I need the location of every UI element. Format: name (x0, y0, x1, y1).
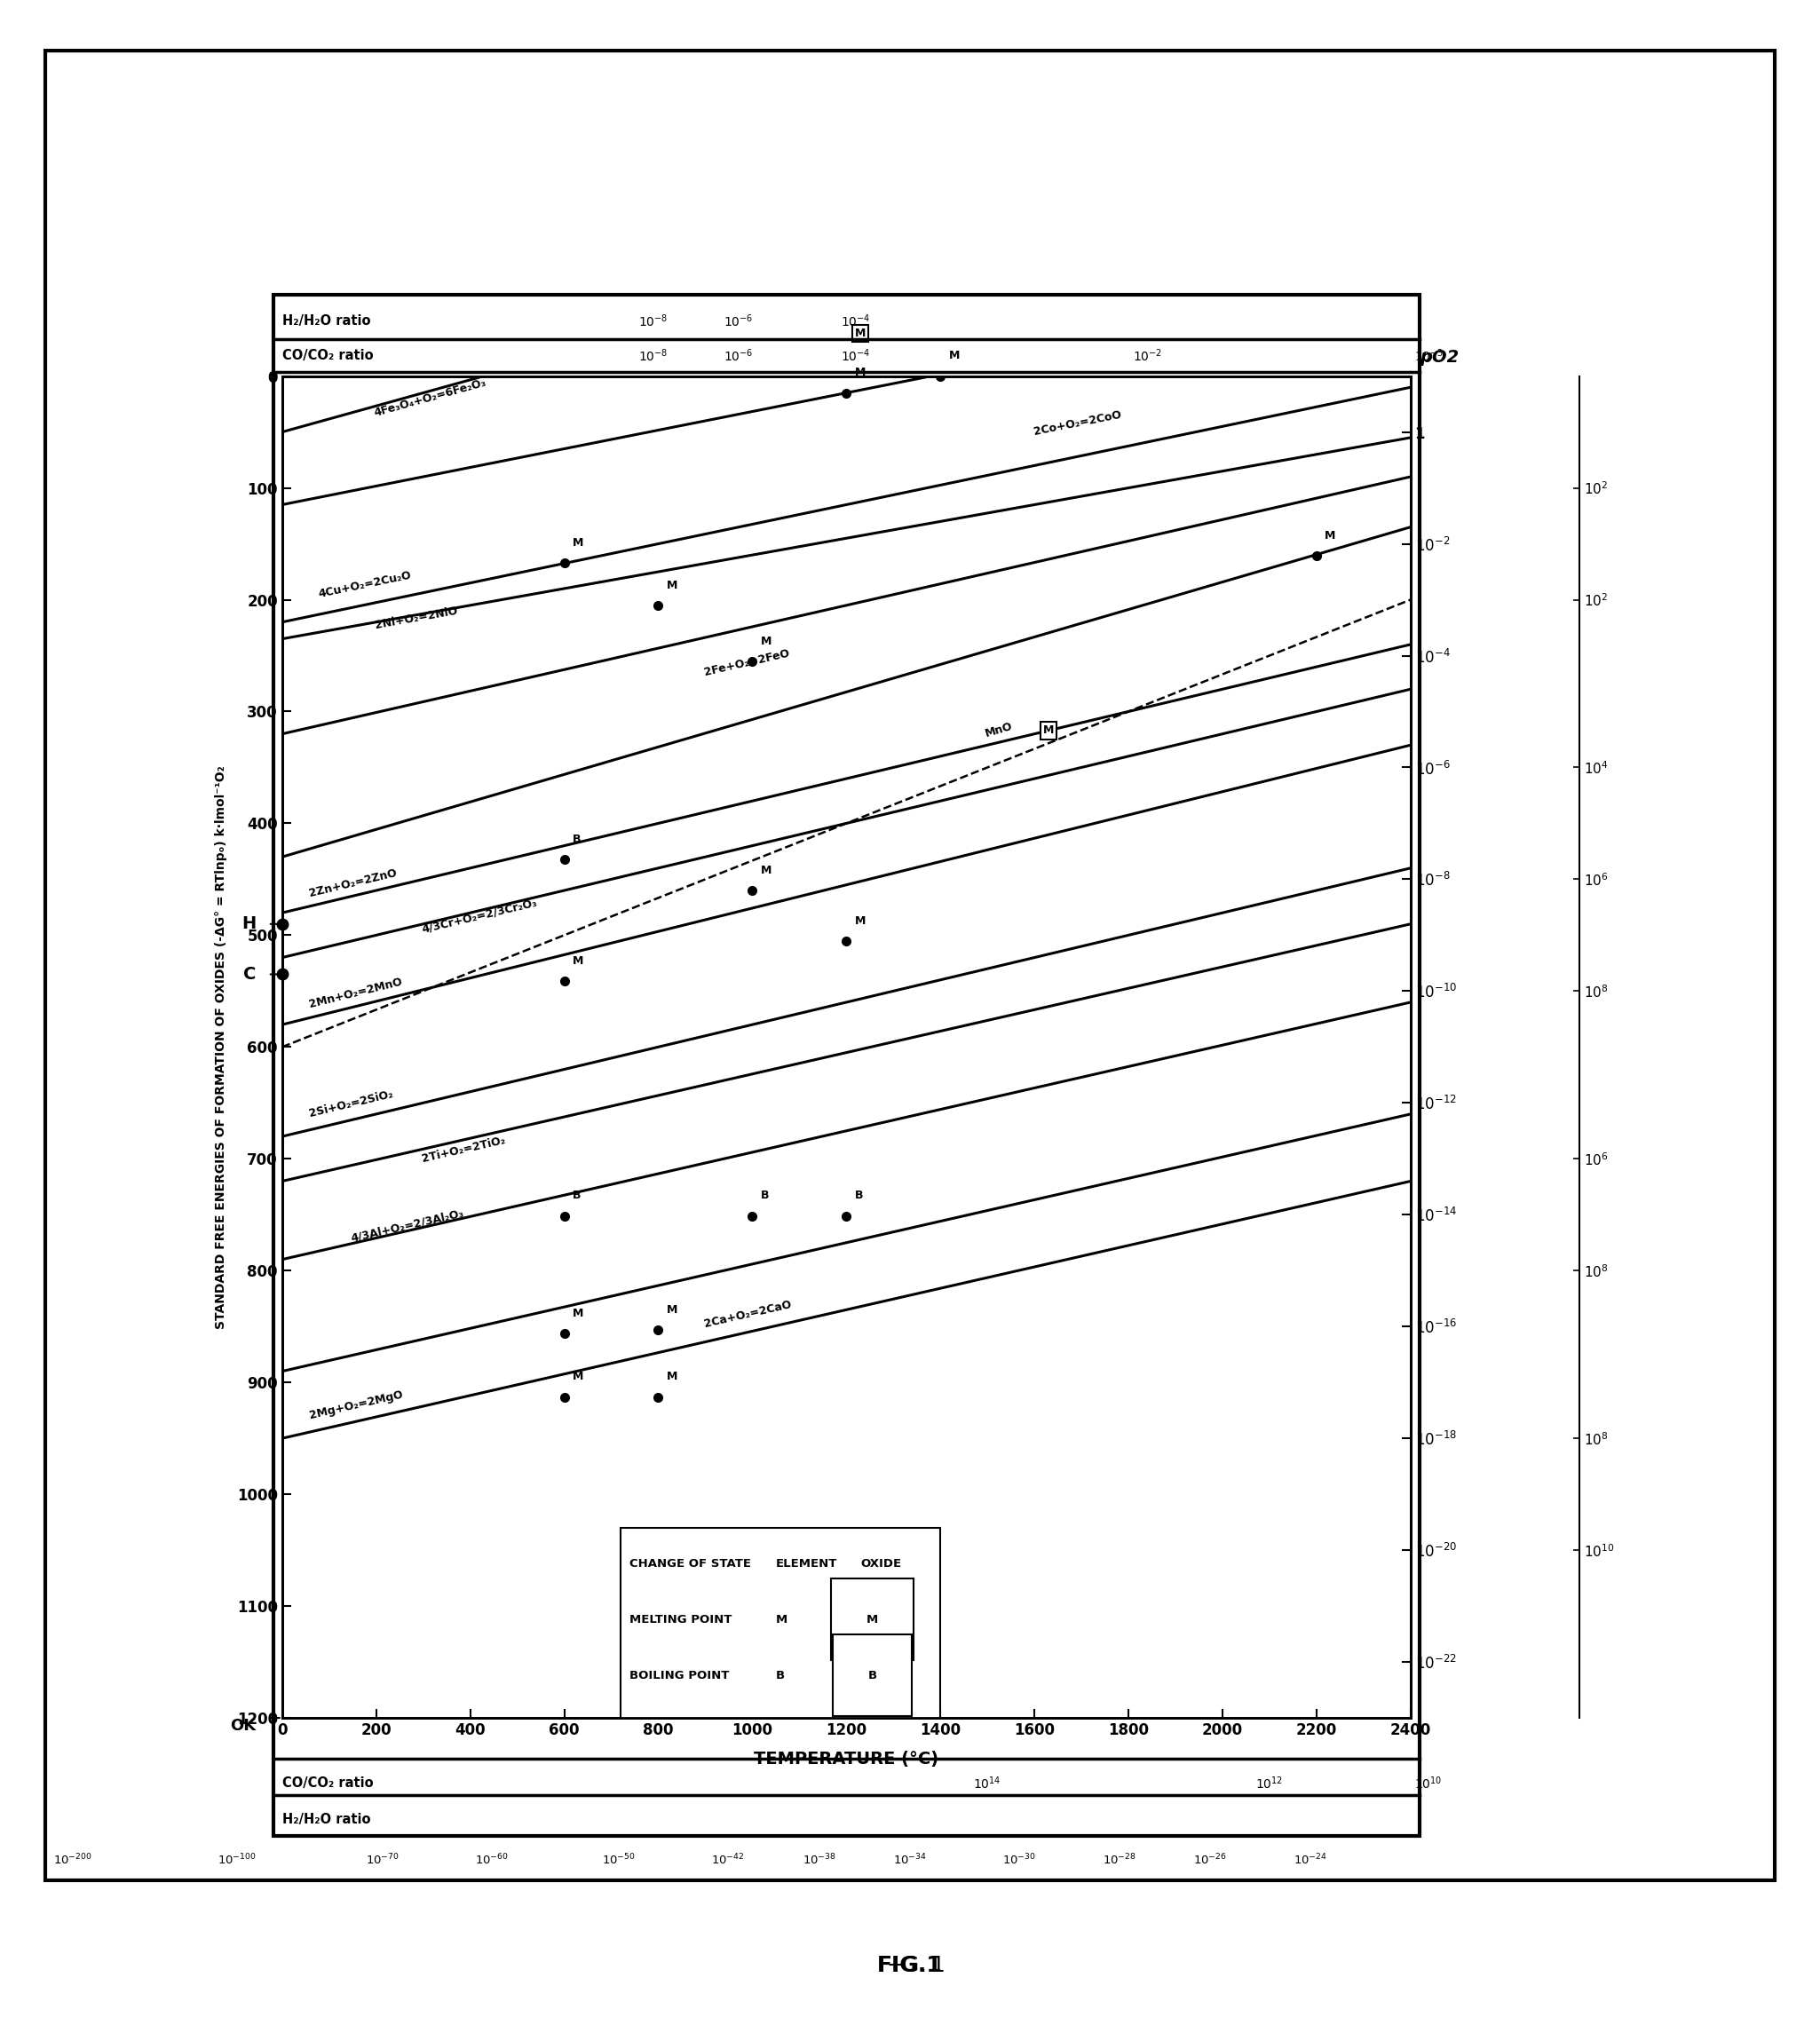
Text: $10^{-50}$: $10^{-50}$ (602, 1852, 635, 1868)
Text: M: M (666, 1370, 677, 1382)
Text: $10^{-200}$: $10^{-200}$ (53, 1852, 93, 1868)
Text: $\mathsf{F\!\!-\!\!G.1}$: $\mathsf{F\!\!-\!\!G.1}$ (875, 1956, 945, 1976)
Text: M: M (855, 327, 866, 340)
Text: $10^{-24}$: $10^{-24}$ (1294, 1852, 1327, 1868)
Text: 4Fe₃O₄+O₂=6Fe₂O₃: 4Fe₃O₄+O₂=6Fe₂O₃ (373, 376, 488, 419)
Text: M: M (761, 864, 772, 876)
Text: $10^{14}$: $10^{14}$ (974, 1775, 1001, 1791)
Text: $10^{-8}$: $10^{-8}$ (639, 348, 668, 364)
Text: $10^{-4}$: $10^{-4}$ (841, 348, 870, 364)
Text: B: B (855, 1189, 863, 1202)
Text: $10^{-38}$: $10^{-38}$ (803, 1852, 835, 1868)
Text: B: B (775, 1669, 784, 1681)
Text: CO/CO₂ ratio: CO/CO₂ ratio (282, 350, 373, 362)
Text: M: M (573, 1307, 584, 1319)
Text: M: M (1043, 726, 1054, 736)
Text: M: M (761, 636, 772, 646)
Text: B: B (573, 1189, 581, 1202)
Text: M: M (948, 350, 959, 362)
Text: $10^{-6}$: $10^{-6}$ (723, 313, 753, 329)
Text: MELTING POINT: MELTING POINT (630, 1614, 732, 1624)
Text: 2Ca+O₂=2CaO: 2Ca+O₂=2CaO (703, 1299, 792, 1330)
Text: CHANGE OF STATE: CHANGE OF STATE (630, 1557, 750, 1569)
Text: 2Co+O₂=2CoO: 2Co+O₂=2CoO (1032, 409, 1121, 437)
Text: OXIDE: OXIDE (861, 1557, 901, 1569)
Y-axis label: STANDARD FREE ENERGIES OF FORMATION OF OXIDES (-ΔG° = RTlnpₒ) k·lmol⁻¹O₂: STANDARD FREE ENERGIES OF FORMATION OF O… (215, 764, 228, 1330)
Text: 2Mg+O₂=2MgO: 2Mg+O₂=2MgO (308, 1389, 404, 1421)
Text: M: M (666, 1303, 677, 1315)
Text: 2Fe+O₂=2FeO: 2Fe+O₂=2FeO (703, 646, 790, 677)
Text: $10^{-70}$: $10^{-70}$ (366, 1852, 399, 1868)
Text: H: H (242, 915, 257, 933)
Bar (621, 1529, 941, 1746)
Text: $10^{-100}$: $10^{-100}$ (217, 1852, 257, 1868)
Text: ELEMENT: ELEMENT (775, 1557, 837, 1569)
Text: $10^{-2}$: $10^{-2}$ (1132, 348, 1161, 364)
Text: M: M (573, 956, 584, 966)
Text: $10^{-8}$: $10^{-8}$ (639, 313, 668, 329)
Text: M: M (866, 1614, 877, 1624)
Text: $10^{-28}$: $10^{-28}$ (1103, 1852, 1136, 1868)
Text: 4Cu+O₂=2Cu₂O: 4Cu+O₂=2Cu₂O (317, 569, 413, 600)
Text: $10^{-60}$: $10^{-60}$ (475, 1852, 508, 1868)
Text: 4/3Cr+O₂=2/3Cr₂O₃: 4/3Cr+O₂=2/3Cr₂O₃ (420, 897, 539, 935)
Text: $10^{-42}$: $10^{-42}$ (712, 1852, 744, 1868)
Text: CO/CO₂ ratio: CO/CO₂ ratio (282, 1777, 373, 1789)
Text: H₂/H₂O ratio: H₂/H₂O ratio (282, 1813, 371, 1826)
Text: B: B (868, 1669, 877, 1681)
Text: $10^{-3}$: $10^{-3}$ (1414, 348, 1443, 364)
Text: MnO: MnO (985, 720, 1014, 740)
Text: H₂/H₂O ratio: H₂/H₂O ratio (282, 315, 371, 327)
Text: 2Mn+O₂=2MnO: 2Mn+O₂=2MnO (308, 976, 404, 1010)
Text: $10^{10}$: $10^{10}$ (1414, 1775, 1441, 1791)
Text: M: M (775, 1614, 788, 1624)
Text: M: M (666, 579, 677, 592)
Text: OK: OK (231, 1718, 257, 1734)
Text: B: B (573, 834, 581, 846)
Text: $10^{-26}$: $10^{-26}$ (1194, 1852, 1227, 1868)
Text: BOILING POINT: BOILING POINT (630, 1669, 728, 1681)
Text: M: M (573, 537, 584, 549)
Text: 2Ni+O₂=2NiO: 2Ni+O₂=2NiO (375, 606, 459, 630)
Text: pO2: pO2 (1420, 350, 1460, 366)
Text: 4/3Al+O₂=2/3Al₂O₃: 4/3Al+O₂=2/3Al₂O₃ (349, 1208, 466, 1244)
Text: M: M (1325, 531, 1336, 541)
Text: C: C (244, 966, 257, 982)
Text: M: M (855, 368, 866, 378)
Text: M: M (573, 1370, 584, 1382)
Text: $10^{-6}$: $10^{-6}$ (723, 348, 753, 364)
Text: $10^{-4}$: $10^{-4}$ (841, 313, 870, 329)
Text: $10^{-30}$: $10^{-30}$ (1003, 1852, 1036, 1868)
Text: $10^{12}$: $10^{12}$ (1256, 1775, 1283, 1791)
Text: FIG.1: FIG.1 (877, 1956, 943, 1976)
Text: M: M (855, 915, 866, 927)
Text: 2Ti+O₂=2TiO₂: 2Ti+O₂=2TiO₂ (420, 1134, 506, 1165)
Text: 2Zn+O₂=2ZnO: 2Zn+O₂=2ZnO (308, 868, 399, 899)
X-axis label: TEMPERATURE (°C): TEMPERATURE (°C) (753, 1750, 939, 1767)
Text: B: B (761, 1189, 770, 1202)
Text: $10^{-34}$: $10^{-34}$ (894, 1852, 926, 1868)
Text: 2Si+O₂=2SiO₂: 2Si+O₂=2SiO₂ (308, 1088, 395, 1120)
